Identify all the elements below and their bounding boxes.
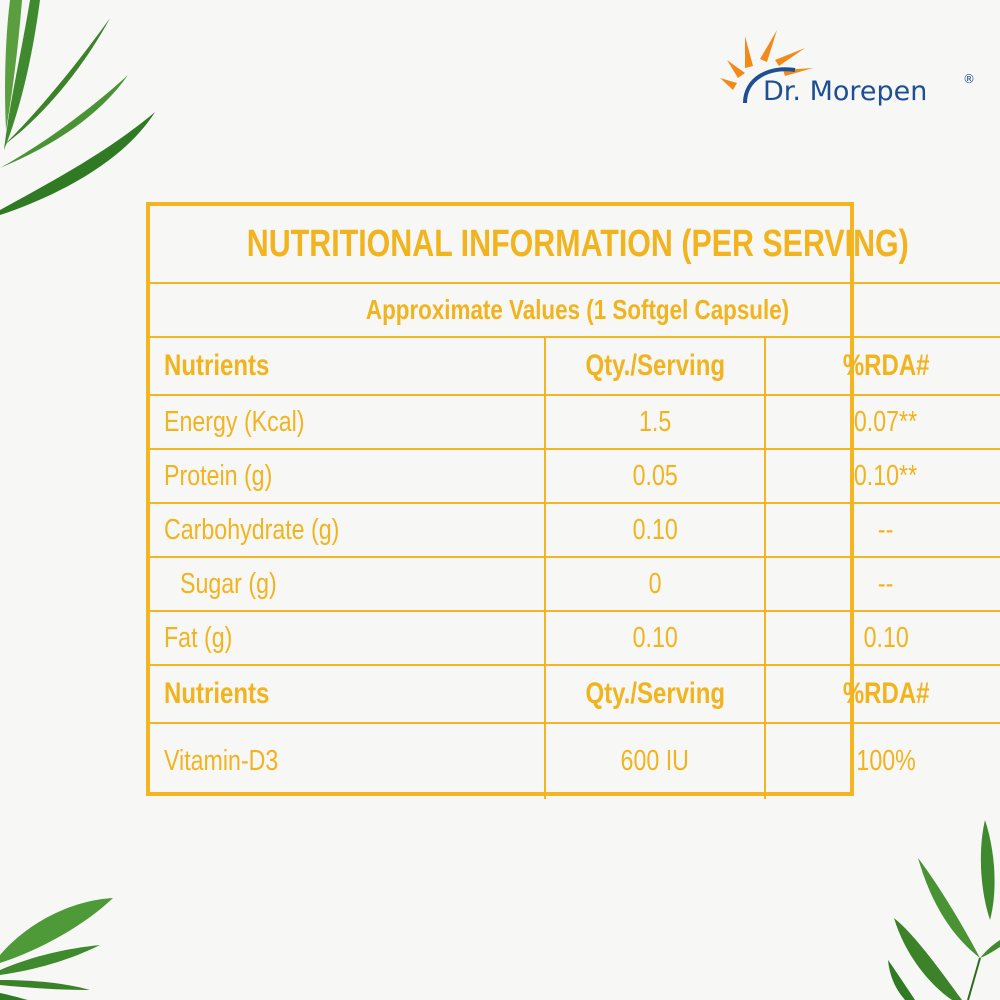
- leaf-bottom-right-icon: [888, 820, 1000, 1000]
- brand-name: Dr. Morepen: [763, 76, 928, 107]
- brand-logo: Dr. Morepen ®: [705, 28, 985, 128]
- leaf-top-left-icon: [0, 0, 155, 215]
- sun-icon: [720, 30, 813, 104]
- header-rda: %RDA#: [764, 336, 1000, 396]
- header-nutrients: Nutrients: [150, 336, 546, 396]
- table-row: Carbohydrate (g) 0.10 --: [150, 502, 1000, 558]
- table-row: Protein (g) 0.05 0.10**: [150, 448, 1000, 504]
- header-qty: Qty./Serving: [544, 336, 766, 396]
- table-row: Sugar (g) 0 --: [150, 556, 1000, 612]
- table-row-vitamin: Vitamin-D3 600 IU 100%: [150, 722, 1000, 799]
- registered-mark: ®: [963, 72, 975, 86]
- table-header-row: Nutrients Qty./Serving %RDA#: [150, 336, 1000, 396]
- table-subtitle: Approximate Values (1 Softgel Capsule): [150, 282, 1000, 338]
- leaf-bottom-left-icon: [0, 898, 113, 1000]
- table-header-row-2: Nutrients Qty./Serving %RDA#: [150, 664, 1000, 724]
- table-row: Fat (g) 0.10 0.10: [150, 610, 1000, 666]
- table-row: Energy (Kcal) 1.5 0.07**: [150, 394, 1000, 450]
- table-title: NUTRITIONAL INFORMATION (PER SERVING): [150, 206, 1000, 284]
- nutrition-table: NUTRITIONAL INFORMATION (PER SERVING) Ap…: [146, 202, 1000, 799]
